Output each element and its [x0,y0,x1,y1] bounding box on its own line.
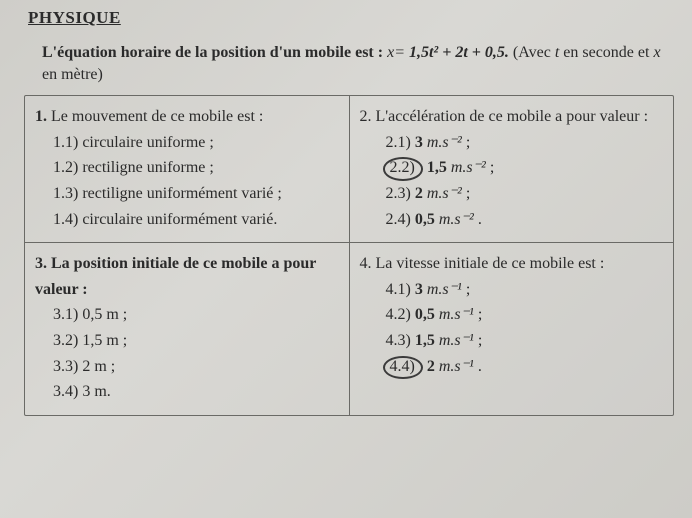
cell-q1: 1. Le mouvement de ce mobile est : 1.1) … [25,96,350,242]
q3-opt: 3.1) 0,5 m ; [35,302,341,328]
section-title: PHYSIQUE [28,8,674,28]
note-var-x: x [653,44,660,61]
q1-text: Le mouvement de ce mobile est : [51,108,263,125]
opt-v: 3 [415,134,423,151]
opt-u: m.s⁻¹ [427,281,462,298]
opt-n: 3.2) [53,332,78,349]
note-end: en mètre) [42,66,103,83]
q2-opt: 2.4) 0,5 m.s⁻² . [360,207,666,233]
opt-p: ; [478,306,482,323]
opt-n: 4.2) [386,306,411,323]
opt-p: . [478,358,482,375]
opt-n: 1.1) [53,134,78,151]
q2-opt: 2.1) 3 m.s⁻² ; [360,130,666,156]
q1-opt: 1.4) circulaire uniformément varié. [35,207,341,233]
opt-v: 1,5 [427,159,447,176]
questions-table: 1. Le mouvement de ce mobile est : 1.1) … [24,95,674,416]
physics-page: PHYSIQUE L'équation horaire de la positi… [0,0,692,518]
opt-p: . [478,211,482,228]
q3-num: 3. [35,255,47,272]
q1-opt: 1.1) circulaire uniforme ; [35,130,341,156]
q2-opt: 2.3) 2 m.s⁻² ; [360,181,666,207]
cell-q2: 2. L'accélération de ce mobile a pour va… [350,96,674,242]
opt-p: ; [466,185,470,202]
q4-opt: 4.1) 3 m.s⁻¹ ; [360,277,666,303]
opt-p: ; [466,134,470,151]
opt-n: 4.1) [386,281,411,298]
opt-u: m.s⁻² [439,211,474,228]
q3-opt: 3.2) 1,5 m ; [35,328,341,354]
opt-v: 3 [415,281,423,298]
note-mid: en seconde et [559,44,653,61]
q3-opt: 3.3) 2 m ; [35,354,341,380]
q2-opt: 2.2) 1,5 m.s⁻² ; [360,155,666,181]
cell-q3: 3. La position initiale de ce mobile a p… [25,243,350,415]
opt-t: 2 m ; [82,358,115,375]
q4-opt: 4.2) 0,5 m.s⁻¹ ; [360,302,666,328]
opt-n: 2.1) [386,134,411,151]
opt-u: m.s⁻¹ [439,306,474,323]
opt-p: ; [478,332,482,349]
opt-n: 1.3) [53,185,78,202]
opt-u: m.s⁻¹ [439,358,474,375]
opt-v: 0,5 [415,211,435,228]
opt-n: 2.2) [390,159,415,176]
intro-lead: L'équation horaire de la position d'un m… [42,44,383,61]
opt-p: ; [490,159,494,176]
q1-opt: 1.3) rectiligne uniformément varié ; [35,181,341,207]
opt-t: 0,5 m ; [82,306,127,323]
q1-opt: 1.2) rectiligne uniforme ; [35,155,341,181]
q2-text: L'accélération de ce mobile a pour valeu… [376,108,649,125]
cell-q4: 4. La vitesse initiale de ce mobile est … [350,243,674,415]
opt-n: 4.3) [386,332,411,349]
opt-v: 0,5 [415,306,435,323]
q2-num: 2. [360,108,372,125]
note-open: (Avec [513,44,555,61]
circled-answer: 2.2) [383,157,423,181]
intro-paragraph: L'équation horaire de la position d'un m… [42,42,670,85]
opt-t: 1,5 m ; [82,332,127,349]
q4-num: 4. [360,255,372,272]
row-1: 1. Le mouvement de ce mobile est : 1.1) … [25,96,673,243]
q4-opt: 4.3) 1,5 m.s⁻¹ ; [360,328,666,354]
opt-t: rectiligne uniforme ; [82,159,214,176]
opt-n: 2.3) [386,185,411,202]
opt-n: 3.3) [53,358,78,375]
row-2: 3. La position initiale de ce mobile a p… [25,243,673,415]
opt-n: 3.4) [53,383,78,400]
opt-n: 2.4) [386,211,411,228]
opt-v: 1,5 [415,332,435,349]
q3-opt: 3.4) 3 m. [35,379,341,405]
opt-n: 1.2) [53,159,78,176]
opt-u: m.s⁻¹ [439,332,474,349]
opt-p: ; [466,281,470,298]
opt-u: m.s⁻² [427,134,462,151]
opt-n: 4.4) [390,358,415,375]
opt-v: 2 [415,185,423,202]
opt-v: 2 [427,358,435,375]
opt-t: circulaire uniforme ; [82,134,214,151]
q4-text: La vitesse initiale de ce mobile est : [376,255,605,272]
circled-answer: 4.4) [383,356,423,380]
opt-u: m.s⁻² [427,185,462,202]
opt-t: circulaire uniformément varié. [82,211,277,228]
eq-rhs: 1,5t² + 2t + 0,5. [409,44,509,61]
opt-t: rectiligne uniformément varié ; [82,185,281,202]
opt-n: 3.1) [53,306,78,323]
opt-n: 1.4) [53,211,78,228]
q3-text: La position initiale de ce mobile a pour… [35,255,316,298]
opt-t: 3 m. [82,383,110,400]
q4-opt: 4.4) 2 m.s⁻¹ . [360,354,666,380]
q1-num: 1. [35,108,47,125]
opt-u: m.s⁻² [451,159,486,176]
eq-equals: = [394,44,409,61]
